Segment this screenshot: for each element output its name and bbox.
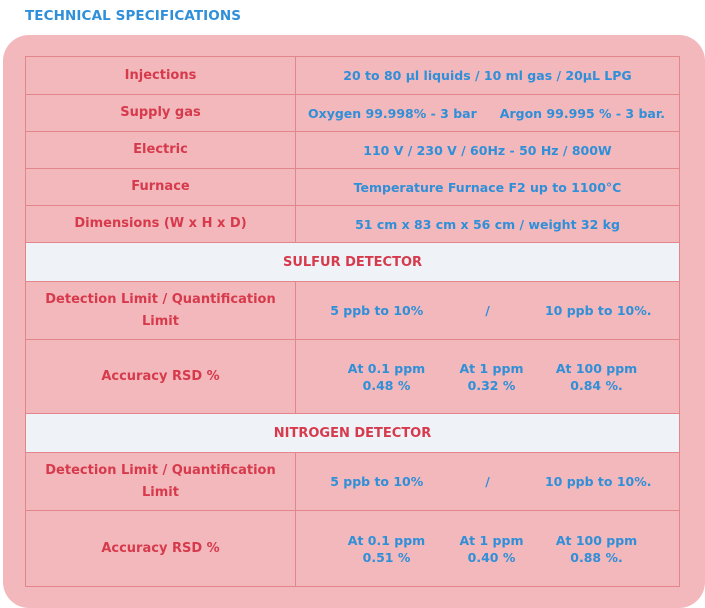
quantification-limit-value: 10 ppb to 10%. <box>544 474 652 489</box>
accuracy-value: 0.48 % <box>362 377 411 393</box>
accuracy-header: At 0.1 ppm <box>347 532 426 548</box>
table-row-nitrogen-detection: Detection Limit / Quantification Limit 5… <box>26 453 679 511</box>
table-row-electric: Electric 110 V / 230 V / 60Hz - 50 Hz / … <box>26 132 679 169</box>
table-row-sulfur-detection: Detection Limit / Quantification Limit 5… <box>26 282 679 340</box>
table-row-nitrogen-accuracy: Accuracy RSD % At 0.1 ppm At 1 ppm At 10… <box>26 511 679 586</box>
row-label: Supply gas <box>26 95 296 131</box>
accuracy-value: 0.88 %. <box>570 549 623 565</box>
page-title: TECHNICAL SPECIFICATIONS <box>25 8 242 24</box>
accuracy-header: At 100 ppm <box>555 360 638 376</box>
row-label: Furnace <box>26 169 296 205</box>
section-header-nitrogen: NITROGEN DETECTOR <box>26 414 679 453</box>
separator: / <box>485 474 490 489</box>
separator: / <box>485 303 490 318</box>
accuracy-header: At 1 ppm <box>459 360 524 376</box>
accuracy-grid: At 0.1 ppm At 1 ppm At 100 ppm 0.51 % 0.… <box>296 511 679 586</box>
accuracy-grid: At 0.1 ppm At 1 ppm At 100 ppm 0.48 % 0.… <box>296 340 679 413</box>
accuracy-value: 0.51 % <box>362 549 411 565</box>
row-value: 110 V / 230 V / 60Hz - 50 Hz / 800W <box>363 142 612 158</box>
table-row-dimensions: Dimensions (W x H x D) 51 cm x 83 cm x 5… <box>26 206 679 243</box>
row-value: Temperature Furnace F2 up to 1100°C <box>353 179 622 195</box>
row-label: Dimensions (W x H x D) <box>26 206 296 242</box>
accuracy-header: At 100 ppm <box>555 532 638 548</box>
row-label: Detection Limit / Quantification Limit <box>26 282 296 339</box>
row-value: 5 ppb to 10% / 10 ppb to 10%. <box>296 453 679 510</box>
row-value: 51 cm x 83 cm x 56 cm / weight 32 kg <box>355 216 620 232</box>
table-row-furnace: Furnace Temperature Furnace F2 up to 110… <box>26 169 679 206</box>
section-header-sulfur: SULFUR DETECTOR <box>26 243 679 282</box>
spec-table: Injections 20 to 80 µl liquids / 10 ml g… <box>25 56 680 587</box>
table-row-sulfur-accuracy: Accuracy RSD % At 0.1 ppm At 1 ppm At 10… <box>26 340 679 414</box>
row-value: 5 ppb to 10% / 10 ppb to 10%. <box>296 282 679 339</box>
row-label: Injections <box>26 57 296 94</box>
spec-panel <box>3 35 705 608</box>
oxygen-value: Oxygen 99.998% - 3 bar <box>308 105 477 121</box>
quantification-limit-value: 10 ppb to 10%. <box>544 303 652 318</box>
row-value: 20 to 80 µl liquids / 10 ml gas / 20µL L… <box>343 68 632 83</box>
row-label: Accuracy RSD % <box>26 511 296 586</box>
accuracy-value: 0.84 %. <box>570 377 623 393</box>
accuracy-value: 0.40 % <box>467 549 516 565</box>
accuracy-header: At 0.1 ppm <box>347 360 426 376</box>
detection-limit-value: 5 ppb to 10% <box>330 474 424 489</box>
table-row-injections: Injections 20 to 80 µl liquids / 10 ml g… <box>26 57 679 95</box>
row-label: Detection Limit / Quantification Limit <box>26 453 296 510</box>
table-row-supply-gas: Supply gas Oxygen 99.998% - 3 bar Argon … <box>26 95 679 132</box>
row-label: Accuracy RSD % <box>26 340 296 413</box>
accuracy-header: At 1 ppm <box>459 532 524 548</box>
accuracy-value: 0.32 % <box>467 377 516 393</box>
row-value: Oxygen 99.998% - 3 bar Argon 99.995 % - … <box>296 95 679 131</box>
detection-limit-value: 5 ppb to 10% <box>330 303 424 318</box>
row-label: Electric <box>26 132 296 168</box>
argon-value: Argon 99.995 % - 3 bar. <box>499 105 665 121</box>
